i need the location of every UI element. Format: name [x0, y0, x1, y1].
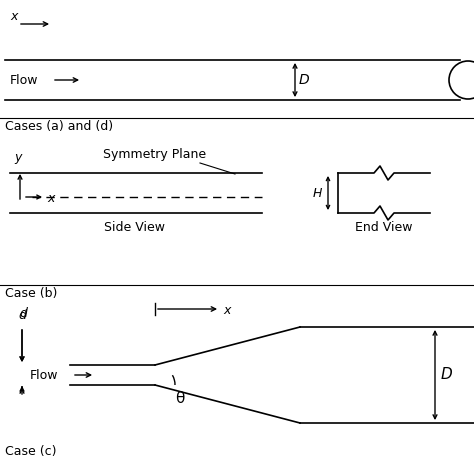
Text: θ: θ [175, 391, 184, 406]
Text: x: x [10, 10, 18, 23]
Text: Case (b): Case (b) [5, 287, 57, 300]
Text: Case (c): Case (c) [5, 445, 56, 458]
Text: x: x [223, 304, 230, 317]
Text: Cases (a) and (d): Cases (a) and (d) [5, 120, 113, 133]
Text: Side View: Side View [104, 221, 165, 234]
Text: x: x [47, 192, 55, 205]
Text: Symmetry Plane: Symmetry Plane [103, 148, 207, 161]
Text: d: d [19, 307, 27, 320]
Text: y: y [14, 151, 21, 164]
Text: D: D [441, 367, 453, 382]
Text: Flow: Flow [10, 74, 38, 87]
Text: End View: End View [355, 221, 413, 234]
Text: H: H [312, 187, 322, 200]
Text: D: D [299, 73, 310, 87]
Text: Flow: Flow [30, 369, 58, 382]
Text: d: d [18, 309, 26, 322]
